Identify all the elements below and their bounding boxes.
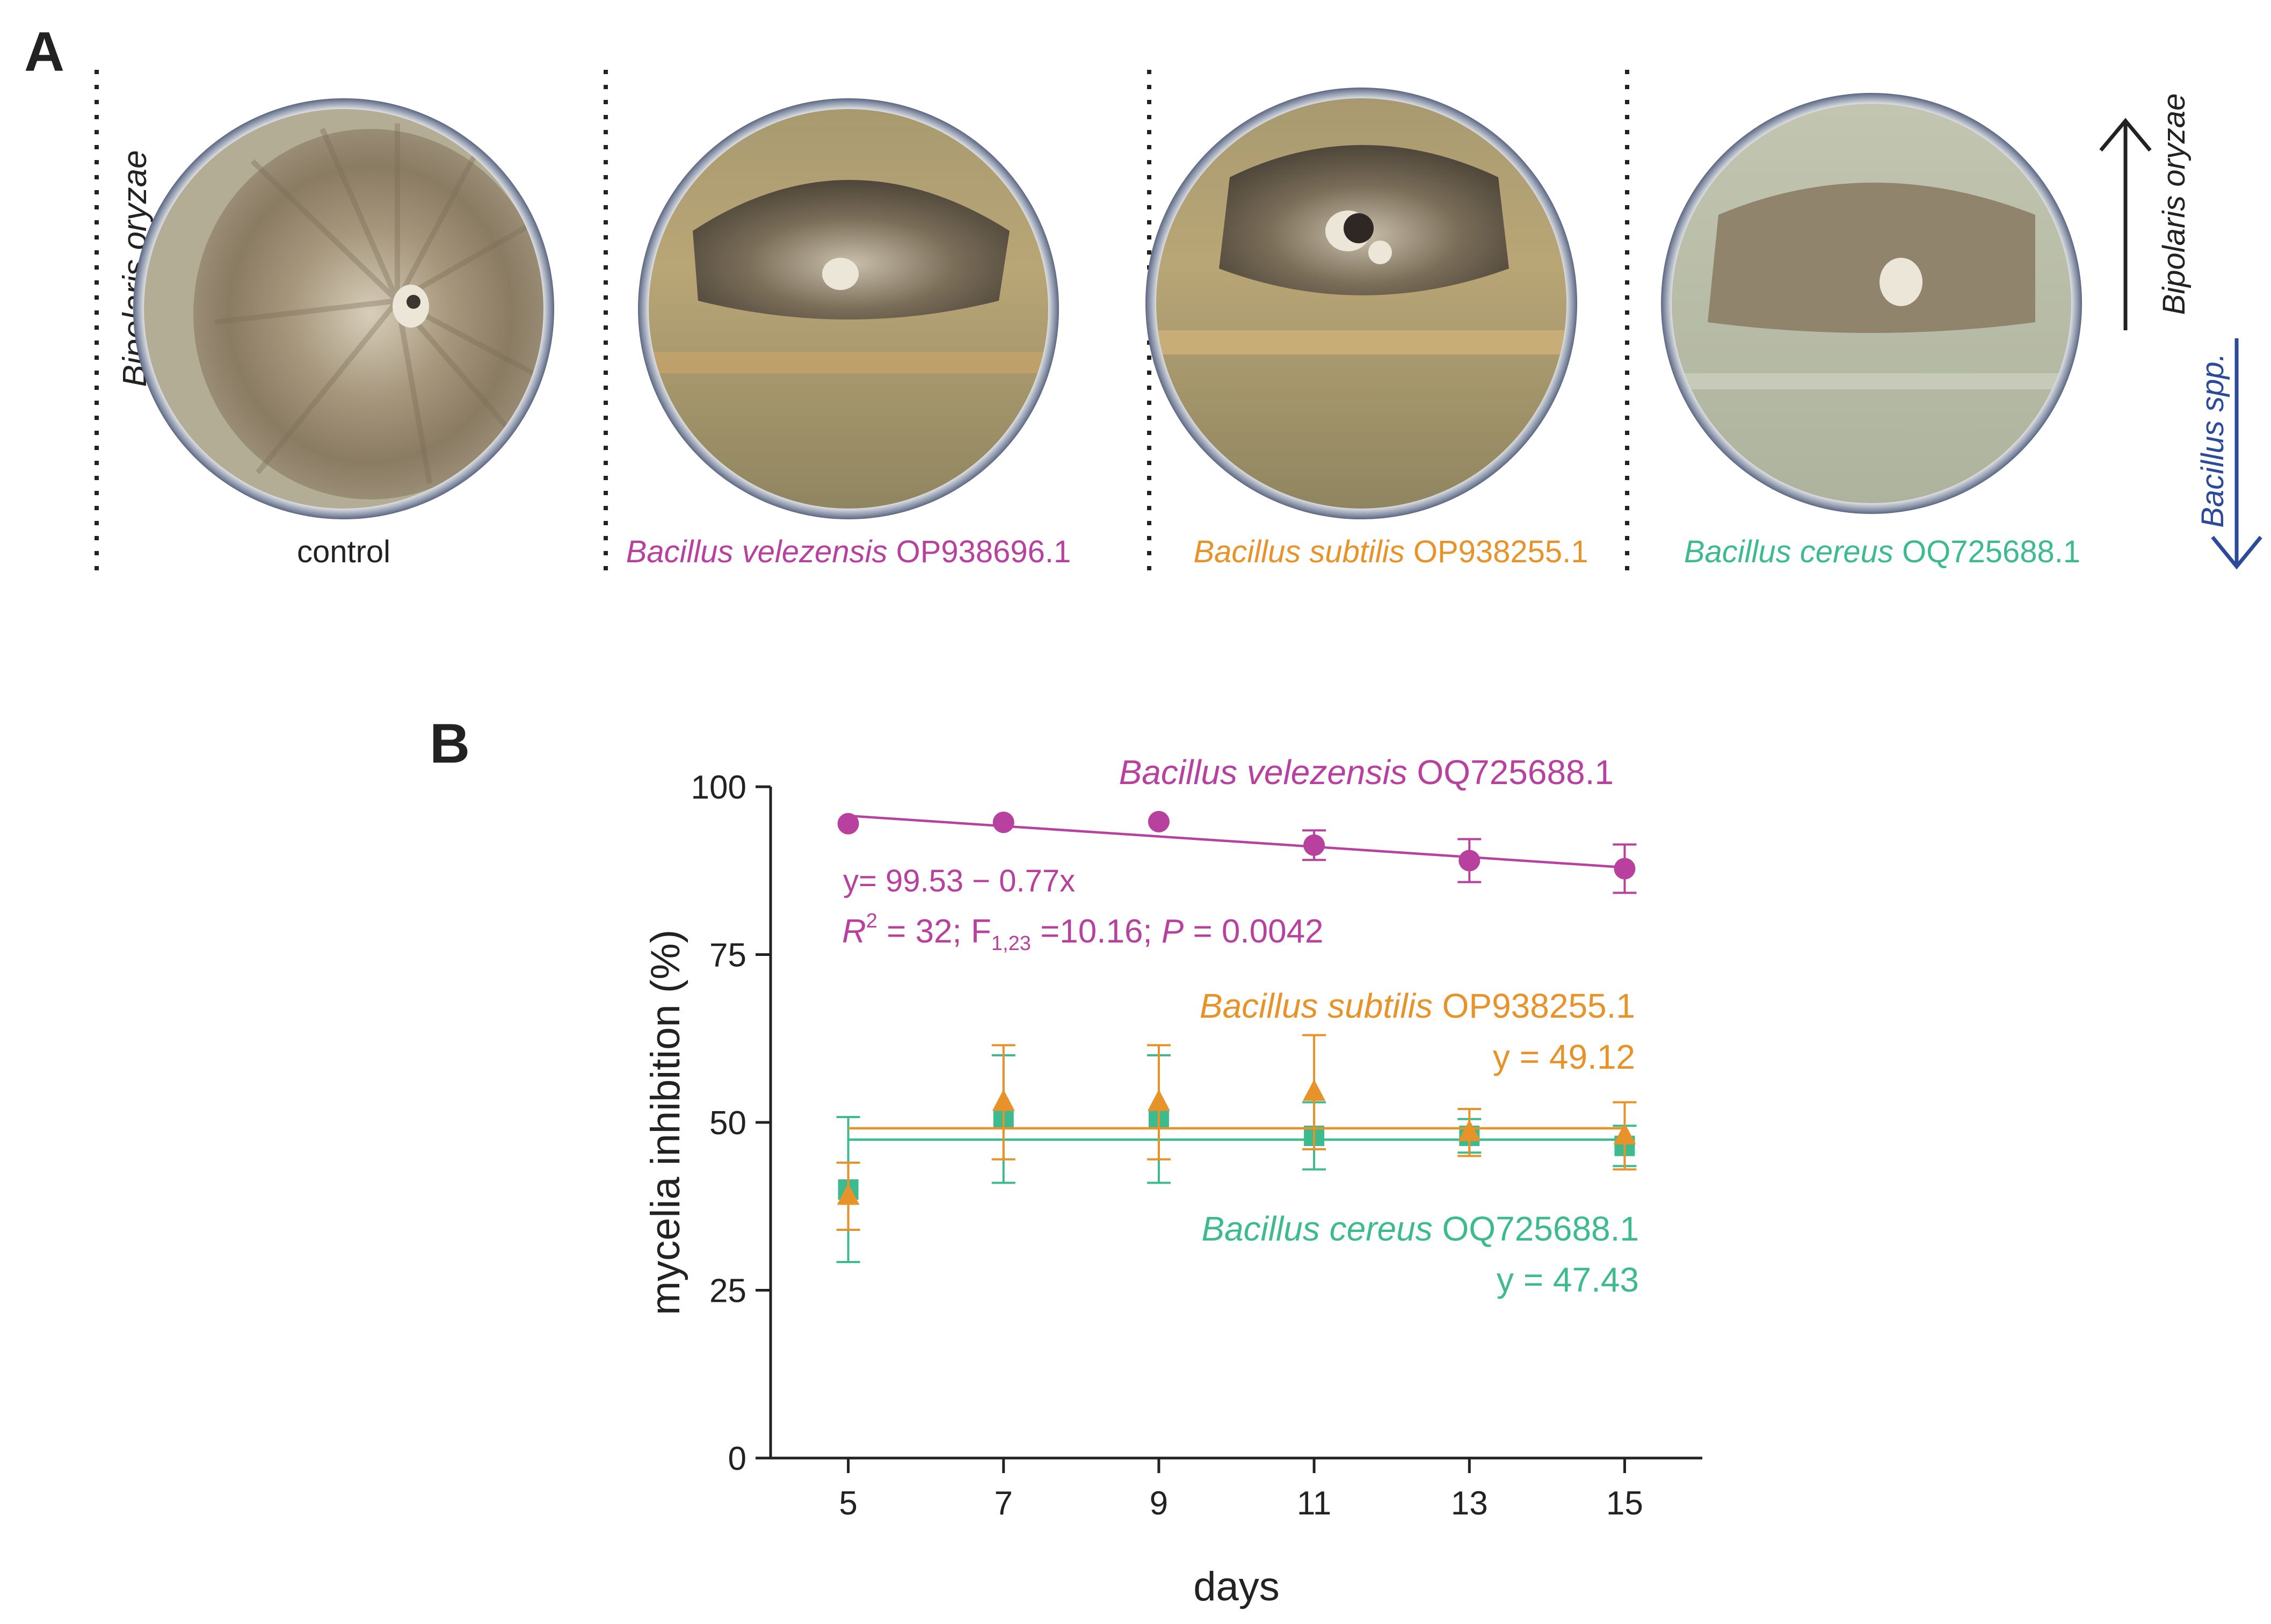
f-subscript: 1,23 — [991, 932, 1031, 955]
strain-text: OQ725688.1 — [1902, 534, 2080, 569]
petri-dish-cereus — [1661, 93, 2082, 514]
data-point-subtilis — [837, 1183, 860, 1205]
annotation-cereus-name: Bacillus cereus OQ725688.1 — [1201, 1209, 1639, 1248]
strain-text: OP938255.1 — [1413, 534, 1588, 569]
genus-text: Bacillus subtilis — [1200, 987, 1433, 1025]
data-point-subtilis — [992, 1089, 1015, 1111]
panel-b-letter: B — [430, 713, 470, 775]
panel-a: A Bipolaris oryzae control — [24, 21, 2262, 577]
plate-label-control: control — [297, 534, 390, 569]
petri-dish-velezensis — [638, 98, 1059, 519]
x-axis-label: days — [1193, 1564, 1280, 1610]
data-point-velezensis — [1459, 850, 1481, 872]
strain-text: OQ725688.1 — [1417, 753, 1614, 792]
data-point-velezensis — [837, 813, 859, 835]
data-point-subtilis — [1303, 1079, 1326, 1101]
genus-text: Bacillus cereus — [1684, 534, 1893, 569]
y-tick-label: 75 — [709, 937, 746, 974]
panel-b-chart: B 0 25 50 75 100 5 7 9 11 13 15 days mycelia inhi… — [430, 713, 1702, 1610]
x-tick-label: 7 — [995, 1485, 1013, 1522]
data-point-subtilis — [1147, 1089, 1170, 1111]
y-tick-label: 50 — [709, 1105, 746, 1142]
x-tick-label: 11 — [1297, 1485, 1331, 1522]
annotation-subtilis-equation: y = 49.12 — [1493, 1038, 1635, 1076]
p-value: = 0.0042 — [1184, 913, 1323, 950]
genus-text: Bacillus velezensis — [1119, 753, 1407, 792]
data-point-subtilis — [1458, 1119, 1481, 1141]
x-tick-label: 13 — [1451, 1485, 1488, 1522]
x-tick-label: 5 — [839, 1485, 857, 1522]
annotation-velezensis-equation: y= 99.53 − 0.77x — [843, 864, 1075, 898]
series-velezensis — [837, 811, 1637, 894]
annotation-velezensis-stats: R2 = 32; F1,23 =10.16; P = 0.0042 — [842, 910, 1324, 955]
data-point-velezensis — [1614, 858, 1636, 880]
plate-label-velezensis: Bacillus velezensis OP938696.1 — [626, 534, 1071, 569]
y-tick-label: 0 — [728, 1440, 746, 1477]
annotation-cereus-equation: y = 47.43 — [1497, 1260, 1639, 1299]
plate-label-cereus: Bacillus cereus OQ725688.1 — [1684, 534, 2080, 569]
annotation-subtilis-name: Bacillus subtilis OP938255.1 — [1200, 987, 1635, 1025]
genus-text: Bacillus velezensis — [626, 534, 888, 569]
y-axis-label: mycelia inhibition (%) — [643, 930, 688, 1315]
arrow-up-icon — [2099, 118, 2152, 330]
strain-text: OP938255.1 — [1442, 987, 1635, 1025]
arrow-down-icon — [2211, 338, 2262, 570]
strain-text: OP938696.1 — [896, 534, 1071, 569]
x-tick-label: 9 — [1150, 1485, 1168, 1522]
series-layer — [836, 811, 1637, 1263]
x-tick-label: 15 — [1606, 1485, 1643, 1522]
arrow-down-label: Bacillus spp. — [2195, 353, 2230, 528]
data-point-velezensis — [1303, 834, 1325, 856]
genus-text: Bacillus subtilis — [1193, 534, 1404, 569]
strain-text: OQ725688.1 — [1442, 1209, 1639, 1248]
arrow-up-label: Bipolaris oryzae — [2157, 93, 2192, 315]
series-subtilis — [836, 1034, 1637, 1231]
data-point-subtilis — [1613, 1123, 1636, 1144]
fit-line-velezensis — [848, 814, 1625, 869]
plate-label-subtilis: Bacillus subtilis OP938255.1 — [1193, 534, 1588, 569]
annotation-velezensis-name: Bacillus velezensis OQ725688.1 — [1119, 753, 1614, 792]
genus-text: Bacillus cereus — [1201, 1209, 1432, 1248]
f-value: =10.16; — [1031, 913, 1162, 950]
y-tick-label: 100 — [691, 769, 746, 806]
y-ticks: 0 25 50 75 100 — [691, 769, 771, 1477]
p-label: P — [1162, 913, 1184, 950]
petri-dish-control — [133, 98, 554, 519]
x-ticks: 5 7 9 11 13 15 — [839, 1458, 1643, 1522]
r-superscript: 2 — [866, 910, 877, 932]
y-tick-label: 25 — [709, 1273, 746, 1310]
r-value: = 32; F — [877, 913, 991, 950]
data-point-velezensis — [992, 811, 1014, 833]
r-label: R — [842, 913, 866, 950]
data-point-velezensis — [1148, 811, 1170, 832]
petri-dish-subtilis — [1145, 88, 1577, 519]
panel-a-letter: A — [24, 21, 64, 83]
